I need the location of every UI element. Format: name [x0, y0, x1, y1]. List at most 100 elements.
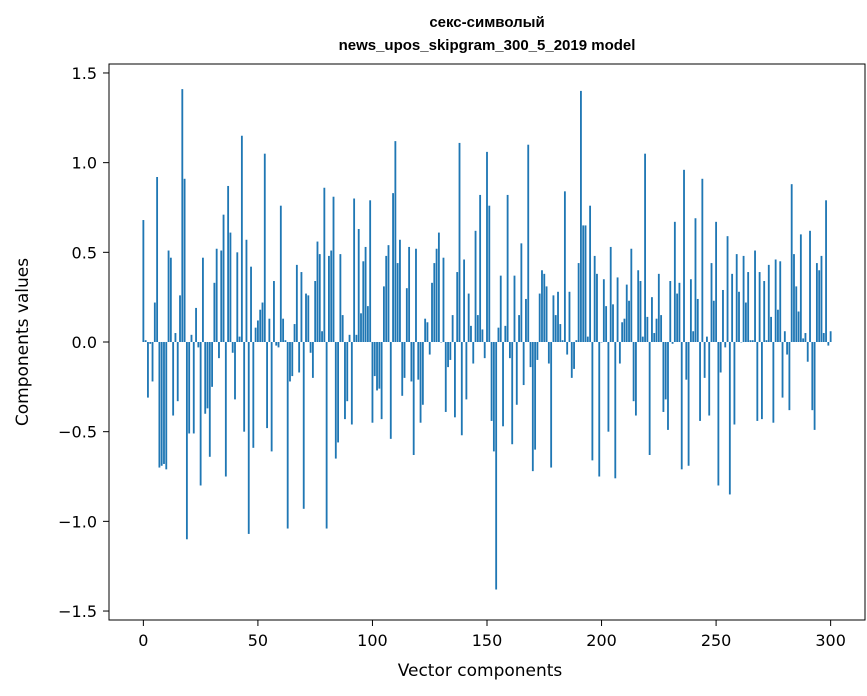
- bar: [673, 221, 676, 342]
- bar: [602, 279, 605, 342]
- bar: [151, 342, 154, 382]
- bar: [719, 342, 722, 373]
- bar: [644, 153, 646, 342]
- bar: [710, 263, 713, 342]
- bar: [392, 193, 394, 342]
- bar: [268, 318, 271, 342]
- bar: [240, 135, 243, 342]
- bar: [586, 336, 589, 342]
- bar: [486, 151, 488, 342]
- bar: [298, 342, 301, 373]
- bar: [238, 336, 241, 342]
- bar: [346, 342, 349, 402]
- bar: [199, 342, 202, 486]
- bar: [366, 306, 369, 342]
- bar: [300, 272, 303, 342]
- bar: [314, 281, 317, 342]
- bar: [712, 300, 715, 342]
- bar: [424, 318, 427, 342]
- bar: [497, 327, 500, 342]
- bar: [621, 322, 624, 342]
- bar: [609, 246, 612, 342]
- bar: [357, 229, 360, 342]
- bar: [731, 273, 734, 342]
- bar: [222, 214, 225, 342]
- bar: [316, 241, 319, 342]
- bar: [733, 342, 736, 425]
- bar: [536, 342, 539, 360]
- bar: [689, 279, 692, 342]
- bar: [353, 198, 356, 342]
- bar: [412, 342, 415, 455]
- bar: [188, 342, 191, 434]
- bar: [444, 342, 447, 412]
- bar: [777, 309, 779, 342]
- bar: [822, 333, 825, 342]
- bar: [369, 200, 372, 342]
- bar: [529, 342, 532, 368]
- bar: [799, 234, 802, 342]
- bar: [648, 342, 651, 455]
- bar: [763, 281, 766, 342]
- bar: [362, 261, 365, 342]
- bar: [522, 342, 525, 386]
- bar: [735, 254, 738, 342]
- bar: [213, 282, 216, 342]
- bar: [325, 342, 328, 529]
- bar: [172, 342, 175, 416]
- bar: [208, 342, 211, 457]
- bar: [655, 318, 658, 342]
- bar: [651, 297, 653, 342]
- bar: [291, 342, 294, 377]
- bar: [234, 342, 236, 400]
- bar: [660, 315, 663, 342]
- bar: [811, 342, 814, 411]
- x-tick-label: 0: [138, 631, 148, 650]
- bar: [378, 342, 381, 389]
- bar: [286, 342, 289, 529]
- bar: [738, 291, 740, 342]
- bar: [149, 342, 152, 344]
- bar: [256, 320, 259, 342]
- bar: [179, 295, 181, 342]
- bar: [742, 255, 745, 342]
- bar: [662, 342, 665, 412]
- y-tick-label: 0.5: [72, 243, 97, 262]
- bar: [580, 90, 582, 342]
- bar: [692, 331, 695, 342]
- bar: [827, 342, 830, 346]
- bar: [465, 342, 468, 400]
- bar: [387, 245, 390, 342]
- bar: [433, 263, 436, 342]
- bar: [270, 342, 273, 452]
- bar: [667, 342, 669, 430]
- bar: [630, 248, 633, 342]
- bar: [751, 340, 754, 342]
- bar: [220, 250, 223, 342]
- bar: [628, 300, 630, 342]
- bar: [224, 342, 227, 477]
- bar: [744, 302, 747, 342]
- bar: [699, 342, 701, 421]
- bar: [206, 342, 209, 409]
- bar: [266, 342, 268, 429]
- bar: [282, 318, 285, 342]
- bar: [337, 342, 340, 443]
- bar: [277, 342, 280, 348]
- bar: [715, 221, 718, 342]
- bar: [809, 230, 811, 342]
- bar: [215, 248, 218, 342]
- bar: [252, 342, 255, 448]
- bar: [147, 342, 149, 398]
- bar: [481, 329, 484, 342]
- bar: [683, 169, 685, 342]
- bar: [197, 342, 200, 348]
- bar: [165, 342, 168, 470]
- bar: [802, 338, 805, 342]
- y-tick-label: 1.0: [72, 154, 97, 173]
- bar: [527, 144, 530, 342]
- bar: [772, 342, 775, 423]
- bar: [575, 340, 578, 342]
- bar: [261, 302, 264, 342]
